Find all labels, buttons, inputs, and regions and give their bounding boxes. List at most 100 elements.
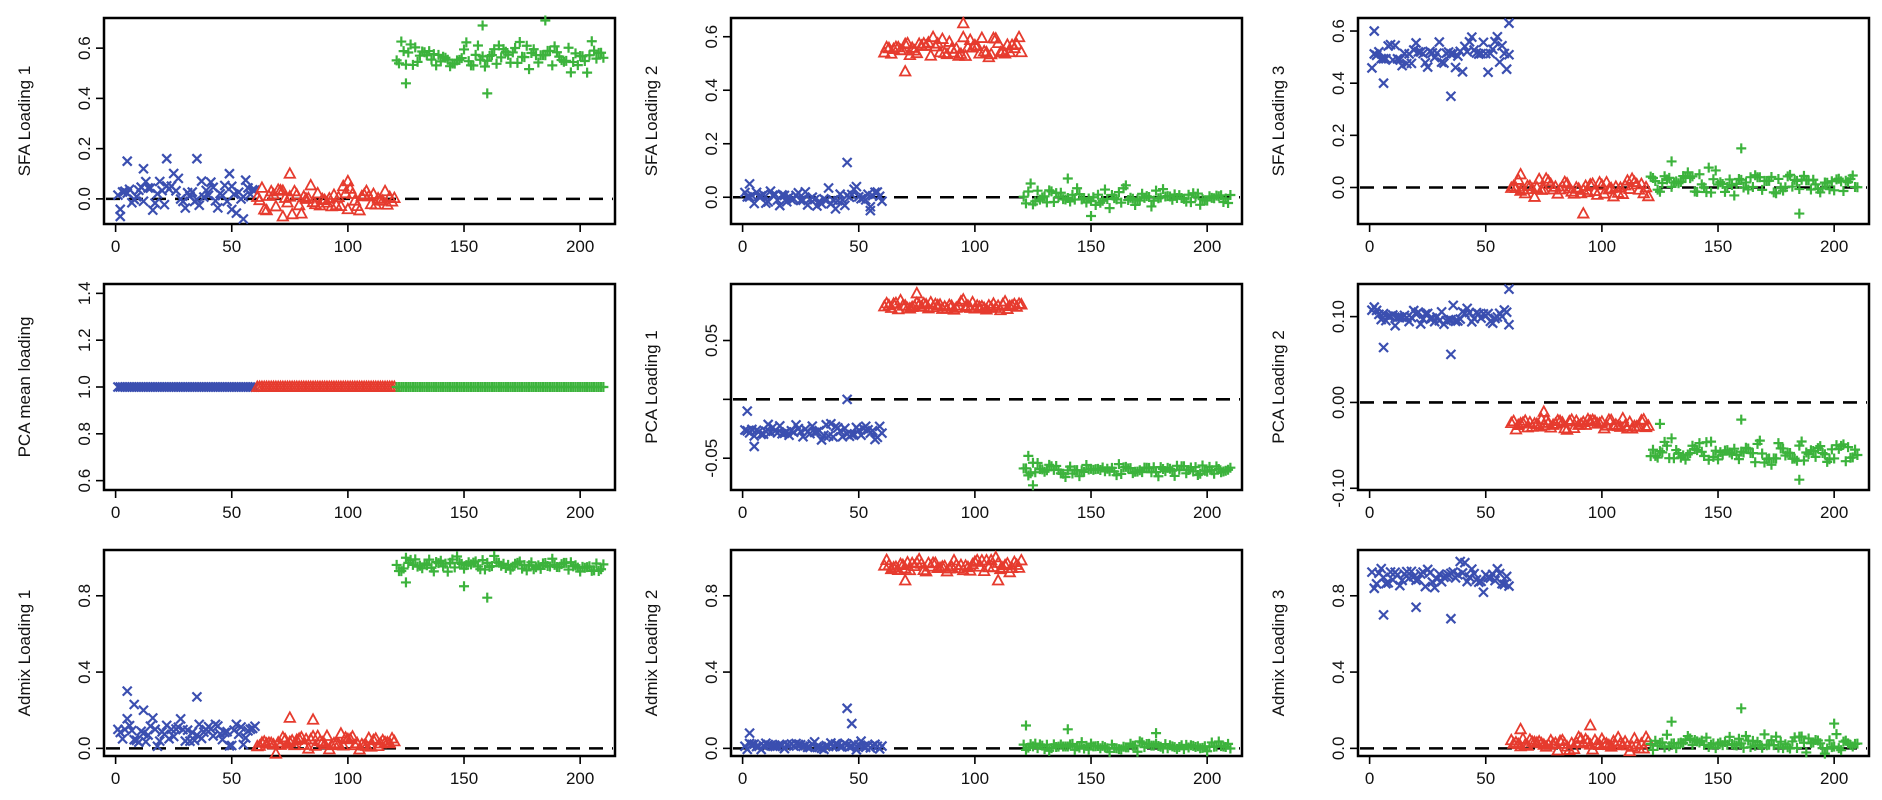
data-point bbox=[1562, 742, 1577, 755]
data-point bbox=[283, 166, 297, 179]
data-point bbox=[1708, 174, 1719, 185]
data-point bbox=[1796, 731, 1807, 742]
data-point bbox=[233, 729, 244, 740]
data-point bbox=[937, 299, 952, 312]
data-point bbox=[1513, 721, 1528, 735]
data-point bbox=[823, 182, 834, 194]
data-point bbox=[1685, 733, 1696, 744]
data-point bbox=[1153, 471, 1164, 482]
data-point bbox=[519, 52, 530, 63]
data-point bbox=[1190, 462, 1201, 473]
data-point bbox=[965, 40, 980, 53]
data-point bbox=[1027, 480, 1038, 491]
data-point bbox=[991, 35, 1005, 49]
chart-admix1: 0 50 100 150 200 0.0 0.4 0.8 Admix Loading 1 bbox=[15, 548, 617, 788]
data-point bbox=[264, 735, 278, 749]
data-point bbox=[154, 176, 166, 187]
data-point bbox=[1457, 66, 1468, 78]
data-point bbox=[1501, 63, 1512, 75]
data-point bbox=[1838, 185, 1849, 196]
x-tick-label: 0 bbox=[738, 237, 747, 256]
data-point bbox=[1738, 182, 1749, 193]
data-point bbox=[294, 206, 309, 219]
data-point bbox=[249, 720, 261, 732]
data-point bbox=[748, 441, 760, 452]
data-point bbox=[1527, 189, 1542, 202]
x-tick-label: 100 bbox=[1588, 237, 1616, 256]
x-tick-label: 0 bbox=[111, 237, 120, 256]
data-point bbox=[489, 550, 500, 561]
y-tick-label: 0.8 bbox=[702, 584, 721, 608]
data-point bbox=[876, 740, 888, 752]
data-point bbox=[910, 286, 924, 299]
data-point bbox=[366, 186, 381, 199]
x-tick-label: 100 bbox=[334, 503, 362, 522]
data-point bbox=[128, 699, 140, 710]
data-point bbox=[1032, 185, 1043, 196]
panel-sfa2: 0 50 100 150 200 0.0 0.2 0.4 0.6 SFA Loading 2 bbox=[627, 0, 1254, 266]
data-point bbox=[1445, 48, 1457, 60]
data-point bbox=[910, 45, 924, 59]
panel-admix1: 0 50 100 150 200 0.0 0.4 0.8 Admix Loading 1 bbox=[0, 532, 627, 798]
data-point bbox=[1014, 553, 1029, 566]
data-point bbox=[369, 731, 383, 744]
data-point bbox=[396, 36, 407, 47]
data-point bbox=[400, 78, 411, 89]
data-point bbox=[235, 721, 247, 733]
points-layer bbox=[739, 550, 1236, 757]
data-point bbox=[1389, 40, 1401, 51]
data-point bbox=[1794, 474, 1805, 485]
data-point bbox=[131, 191, 142, 202]
data-point bbox=[1836, 745, 1847, 756]
y-tick-label: -0.05 bbox=[702, 439, 721, 478]
data-point bbox=[1534, 735, 1549, 749]
data-point bbox=[1791, 175, 1802, 186]
data-point bbox=[424, 554, 435, 565]
data-point bbox=[1104, 203, 1115, 214]
data-point bbox=[1060, 471, 1071, 482]
data-point bbox=[1202, 466, 1213, 477]
data-point bbox=[1750, 457, 1761, 468]
data-point bbox=[322, 191, 337, 204]
data-point bbox=[1719, 186, 1730, 197]
data-point bbox=[180, 202, 191, 214]
data-point bbox=[1657, 447, 1668, 458]
data-point bbox=[380, 197, 395, 210]
data-point bbox=[283, 710, 297, 723]
data-point bbox=[1378, 342, 1389, 353]
data-point bbox=[1048, 196, 1059, 207]
x-tick-label: 100 bbox=[961, 769, 989, 788]
data-point bbox=[1616, 411, 1630, 424]
data-point bbox=[1581, 184, 1595, 198]
data-point bbox=[345, 729, 360, 742]
data-point bbox=[1701, 732, 1712, 743]
data-point bbox=[961, 298, 975, 311]
data-point bbox=[456, 53, 467, 64]
data-point bbox=[1478, 37, 1489, 48]
data-point bbox=[956, 292, 970, 305]
data-point bbox=[1652, 452, 1663, 463]
data-point bbox=[334, 726, 348, 739]
data-point bbox=[1023, 186, 1034, 197]
y-tick-label: 0.8 bbox=[75, 584, 94, 608]
data-point bbox=[352, 203, 367, 216]
data-point bbox=[1537, 404, 1551, 417]
plot-frame bbox=[729, 548, 1244, 758]
data-point bbox=[1532, 419, 1546, 432]
data-point bbox=[1687, 171, 1698, 182]
x-tick-label: 200 bbox=[566, 503, 594, 522]
data-point bbox=[1831, 729, 1842, 740]
data-point bbox=[1852, 450, 1863, 461]
data-point bbox=[1090, 199, 1101, 210]
data-point bbox=[1116, 197, 1127, 208]
data-point bbox=[301, 190, 316, 204]
data-point bbox=[1850, 444, 1861, 455]
points-layer bbox=[112, 15, 609, 225]
data-point bbox=[1647, 444, 1658, 455]
data-point bbox=[963, 563, 977, 576]
data-point bbox=[147, 204, 159, 216]
data-point bbox=[196, 175, 207, 187]
data-point bbox=[1368, 25, 1380, 37]
data-point bbox=[196, 733, 207, 744]
data-point bbox=[1569, 180, 1584, 193]
